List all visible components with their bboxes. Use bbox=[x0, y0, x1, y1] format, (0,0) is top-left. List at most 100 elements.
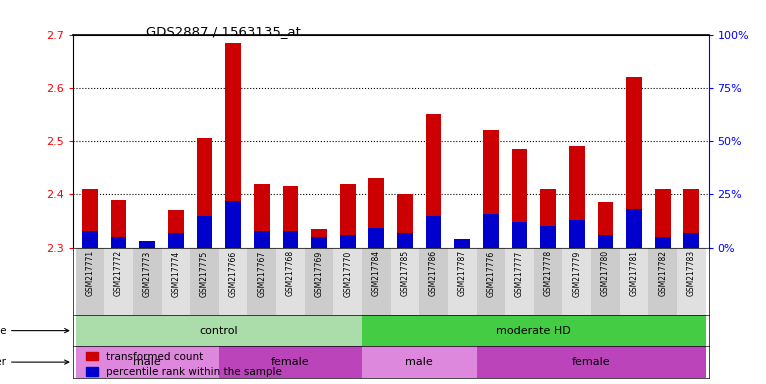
Bar bbox=[426, 216, 441, 248]
Bar bbox=[76, 248, 104, 315]
Bar bbox=[448, 248, 476, 315]
Bar bbox=[512, 149, 528, 248]
Bar bbox=[225, 43, 241, 248]
Text: GSM217772: GSM217772 bbox=[114, 250, 123, 296]
Bar bbox=[454, 240, 470, 248]
Bar bbox=[111, 200, 126, 248]
Text: GDS2887 / 1563135_at: GDS2887 / 1563135_at bbox=[146, 25, 300, 38]
Bar bbox=[311, 237, 327, 248]
Bar bbox=[483, 214, 499, 248]
Text: GSM217774: GSM217774 bbox=[172, 250, 180, 296]
Text: GSM217766: GSM217766 bbox=[228, 250, 237, 296]
Bar bbox=[133, 248, 162, 315]
Bar bbox=[254, 231, 270, 248]
Bar bbox=[254, 184, 270, 248]
Bar bbox=[283, 231, 298, 248]
Text: GSM217784: GSM217784 bbox=[372, 250, 381, 296]
Bar bbox=[569, 220, 584, 248]
Text: gender: gender bbox=[0, 357, 69, 367]
Text: GSM217783: GSM217783 bbox=[687, 250, 696, 296]
Bar bbox=[139, 241, 155, 248]
Bar bbox=[311, 229, 327, 248]
Bar bbox=[362, 315, 705, 346]
Bar bbox=[540, 227, 556, 248]
Bar bbox=[247, 248, 276, 315]
Bar bbox=[627, 209, 642, 248]
Bar bbox=[627, 77, 642, 248]
Bar bbox=[419, 248, 448, 315]
Text: GSM217769: GSM217769 bbox=[315, 250, 323, 296]
Bar bbox=[368, 179, 385, 248]
Bar bbox=[534, 248, 562, 315]
Text: disease state: disease state bbox=[0, 326, 69, 336]
Text: female: female bbox=[571, 357, 611, 367]
Bar bbox=[190, 248, 219, 315]
Bar bbox=[540, 189, 556, 248]
Bar bbox=[340, 184, 355, 248]
Bar bbox=[168, 210, 184, 248]
Bar bbox=[104, 248, 133, 315]
Text: male: male bbox=[133, 357, 161, 367]
Bar bbox=[597, 202, 614, 248]
Text: GSM217781: GSM217781 bbox=[630, 250, 639, 296]
Text: GSM217782: GSM217782 bbox=[658, 250, 667, 296]
Text: GSM217786: GSM217786 bbox=[429, 250, 438, 296]
Bar bbox=[648, 248, 677, 315]
Bar bbox=[362, 346, 476, 378]
Bar bbox=[677, 248, 705, 315]
Bar bbox=[512, 222, 528, 248]
Text: GSM217775: GSM217775 bbox=[200, 250, 209, 296]
Text: GSM217778: GSM217778 bbox=[544, 250, 553, 296]
Bar bbox=[219, 248, 247, 315]
Bar bbox=[362, 248, 391, 315]
Bar bbox=[82, 189, 98, 248]
Bar bbox=[305, 248, 333, 315]
Text: female: female bbox=[271, 357, 309, 367]
Bar bbox=[483, 131, 499, 248]
Text: GSM217770: GSM217770 bbox=[343, 250, 352, 296]
Bar bbox=[168, 233, 184, 248]
Bar bbox=[655, 237, 670, 248]
Bar bbox=[569, 146, 584, 248]
Bar bbox=[139, 245, 155, 248]
Bar bbox=[506, 248, 534, 315]
Bar bbox=[333, 248, 362, 315]
Text: moderate HD: moderate HD bbox=[496, 326, 571, 336]
Text: GSM217767: GSM217767 bbox=[257, 250, 267, 296]
Text: control: control bbox=[199, 326, 238, 336]
Bar bbox=[340, 235, 355, 248]
Text: GSM217777: GSM217777 bbox=[515, 250, 524, 296]
Text: male: male bbox=[405, 357, 434, 367]
Bar bbox=[197, 216, 212, 248]
Bar bbox=[562, 248, 591, 315]
Text: GSM217787: GSM217787 bbox=[458, 250, 466, 296]
Bar bbox=[276, 248, 305, 315]
Bar bbox=[597, 235, 614, 248]
Text: GSM217776: GSM217776 bbox=[486, 250, 496, 296]
Bar bbox=[397, 194, 413, 248]
Bar bbox=[368, 228, 385, 248]
Bar bbox=[591, 248, 620, 315]
Bar bbox=[683, 189, 699, 248]
Bar bbox=[620, 248, 648, 315]
Bar bbox=[476, 346, 705, 378]
Text: GSM217771: GSM217771 bbox=[86, 250, 94, 296]
Bar bbox=[454, 239, 470, 248]
Bar bbox=[655, 189, 670, 248]
Bar bbox=[426, 114, 441, 248]
Bar bbox=[76, 315, 362, 346]
Bar bbox=[283, 186, 298, 248]
Bar bbox=[219, 346, 362, 378]
Bar bbox=[476, 248, 506, 315]
Text: GSM217768: GSM217768 bbox=[286, 250, 295, 296]
Bar bbox=[111, 237, 126, 248]
Bar bbox=[225, 201, 241, 248]
Text: GSM217773: GSM217773 bbox=[142, 250, 152, 296]
Bar bbox=[683, 233, 699, 248]
Text: GSM217785: GSM217785 bbox=[401, 250, 410, 296]
Bar bbox=[391, 248, 419, 315]
Legend: transformed count, percentile rank within the sample: transformed count, percentile rank withi… bbox=[86, 352, 283, 377]
Bar bbox=[162, 248, 190, 315]
Bar bbox=[76, 346, 219, 378]
Text: GSM217780: GSM217780 bbox=[601, 250, 610, 296]
